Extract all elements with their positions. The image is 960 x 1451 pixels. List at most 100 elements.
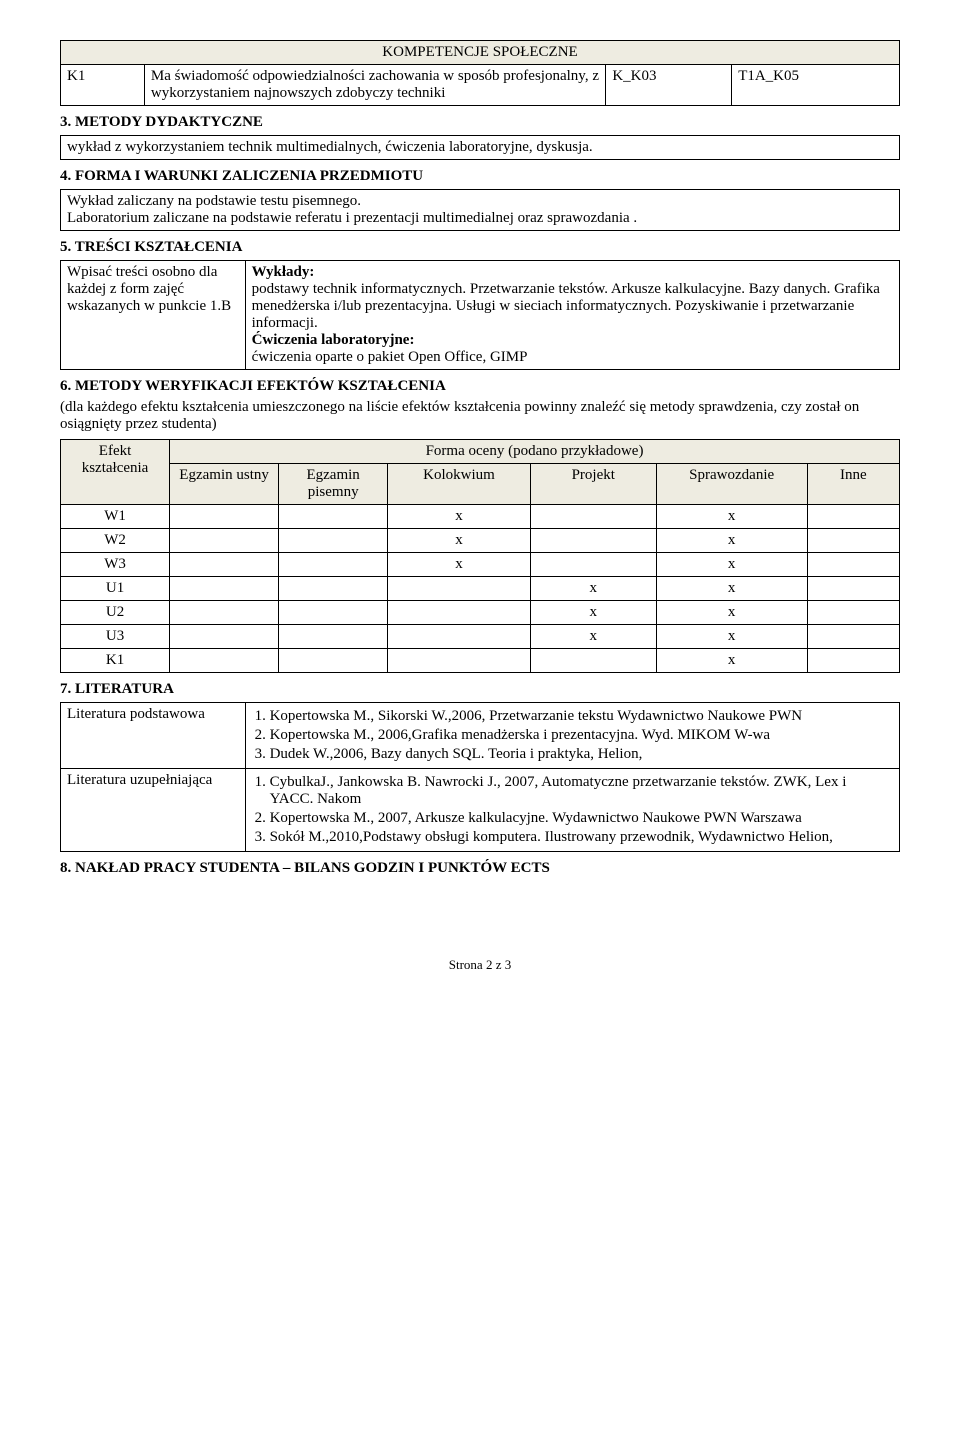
cell — [807, 505, 899, 529]
kompetencje-row: K1 Ma świadomość odpowiedzialności zacho… — [61, 65, 900, 106]
cell — [170, 505, 279, 529]
cell — [807, 553, 899, 577]
sec6-title: 6. METODY WERYFIKACJI EFEKTÓW KSZTAŁCENI… — [60, 378, 900, 395]
sec6-note: (dla każdego efektu kształcenia umieszcz… — [60, 399, 900, 433]
sec7-table: Literatura podstawowa Kopertowska M., Si… — [60, 702, 900, 852]
cell: x — [388, 505, 531, 529]
cell: x — [656, 649, 807, 673]
cell: x — [656, 625, 807, 649]
lit-item: CybulkaJ., Jankowska B. Nawrocki J., 200… — [270, 774, 893, 808]
col-c2: Egzamin pisemny — [279, 464, 388, 505]
cell — [170, 649, 279, 673]
cell — [170, 529, 279, 553]
col-c3: Kolokwium — [388, 464, 531, 505]
cell: x — [388, 553, 531, 577]
cell — [807, 649, 899, 673]
k-ref1: K_K03 — [606, 65, 732, 106]
sec8-title: 8. NAKŁAD PRACY STUDENTA – BILANS GODZIN… — [60, 860, 900, 877]
col-c1: Egzamin ustny — [170, 464, 279, 505]
lit-item: Kopertowska M., Sikorski W.,2006, Przetw… — [270, 708, 893, 725]
sec5-title: 5. TREŚCI KSZTAŁCENIA — [60, 239, 900, 256]
lit-podst-cell: Kopertowska M., Sikorski W.,2006, Przetw… — [245, 703, 899, 769]
cell — [279, 553, 388, 577]
cell: x — [656, 553, 807, 577]
cell — [279, 505, 388, 529]
cell — [170, 601, 279, 625]
table-row: U1 x x — [61, 577, 900, 601]
lit-item: Sokół M.,2010,Podstawy obsługi komputera… — [270, 829, 893, 846]
lit-podst-label: Literatura podstawowa — [61, 703, 246, 769]
cell — [388, 649, 531, 673]
cell — [170, 577, 279, 601]
cell — [170, 553, 279, 577]
cwiczenia-label: Ćwiczenia laboratoryjne: — [252, 332, 415, 348]
page-footer: Strona 2 z 3 — [60, 957, 900, 973]
k-ref2: T1A_K05 — [732, 65, 900, 106]
table-row: W3 x x — [61, 553, 900, 577]
k-desc: Ma świadomość odpowiedzialności zachowan… — [144, 65, 605, 106]
sec4-table: Wykład zaliczany na podstawie testu pise… — [60, 189, 900, 231]
cell: x — [530, 601, 656, 625]
wyklady-label: Wykłady: — [252, 264, 315, 280]
row-name: W1 — [61, 505, 170, 529]
cell — [530, 553, 656, 577]
lit-item: Dudek W.,2006, Bazy danych SQL. Teoria i… — [270, 746, 893, 763]
cell: x — [530, 625, 656, 649]
cell — [530, 505, 656, 529]
table-row: U2 x x — [61, 601, 900, 625]
row-name: W2 — [61, 529, 170, 553]
table-row: K1 x — [61, 649, 900, 673]
row-name: W3 — [61, 553, 170, 577]
sec5-left: Wpisać treści osobno dla każdej z form z… — [61, 261, 246, 370]
kompetencje-table: KOMPETENCJE SPOŁECZNE K1 Ma świadomość o… — [60, 40, 900, 106]
table-row: W1 x x — [61, 505, 900, 529]
sec3-text: wykład z wykorzystaniem technik multimed… — [61, 136, 900, 160]
sec4-cell: Wykład zaliczany na podstawie testu pise… — [61, 190, 900, 231]
lit-uzup-label: Literatura uzupełniająca — [61, 769, 246, 852]
cell — [530, 529, 656, 553]
cell: x — [388, 529, 531, 553]
row-name: U2 — [61, 601, 170, 625]
lit-item: Kopertowska M., 2007, Arkusze kalkulacyj… — [270, 810, 893, 827]
cell — [279, 649, 388, 673]
cell — [807, 601, 899, 625]
sec3-table: wykład z wykorzystaniem technik multimed… — [60, 135, 900, 160]
wyklady-text: podstawy technik informatycznych. Przetw… — [252, 281, 880, 331]
col-efekt: Efekt kształcenia — [61, 440, 170, 505]
cell — [279, 529, 388, 553]
sec4-line1: Wykład zaliczany na podstawie testu pise… — [67, 193, 361, 209]
table-row: W2 x x — [61, 529, 900, 553]
table-row: U3 x x — [61, 625, 900, 649]
col-c4: Projekt — [530, 464, 656, 505]
cell — [279, 577, 388, 601]
sec4-line2: Laboratorium zaliczane na podstawie refe… — [67, 210, 637, 226]
lit-item: Kopertowska M., 2006,Grafika menadżerska… — [270, 727, 893, 744]
cell — [388, 601, 531, 625]
cell: x — [656, 529, 807, 553]
sec7-title: 7. LITERATURA — [60, 681, 900, 698]
cell — [807, 577, 899, 601]
col-forma: Forma oceny (podano przykładowe) — [170, 440, 900, 464]
cell — [530, 649, 656, 673]
cell: x — [656, 505, 807, 529]
row-name: U1 — [61, 577, 170, 601]
sec5-right: Wykłady: podstawy technik informatycznyc… — [245, 261, 899, 370]
cell — [279, 625, 388, 649]
k-code: K1 — [61, 65, 145, 106]
sec5-table: Wpisać treści osobno dla każdej z form z… — [60, 260, 900, 370]
kompetencje-header: KOMPETENCJE SPOŁECZNE — [61, 41, 900, 65]
cell — [170, 625, 279, 649]
col-c5: Sprawozdanie — [656, 464, 807, 505]
lit-uzup-cell: CybulkaJ., Jankowska B. Nawrocki J., 200… — [245, 769, 899, 852]
cell: x — [656, 601, 807, 625]
sec6-table: Efekt kształcenia Forma oceny (podano pr… — [60, 439, 900, 673]
col-c6: Inne — [807, 464, 899, 505]
row-name: U3 — [61, 625, 170, 649]
sec3-title: 3. METODY DYDAKTYCZNE — [60, 114, 900, 131]
cell: x — [530, 577, 656, 601]
cell — [388, 577, 531, 601]
sec4-title: 4. FORMA I WARUNKI ZALICZENIA PRZEDMIOTU — [60, 168, 900, 185]
cell — [807, 529, 899, 553]
cwiczenia-text: ćwiczenia oparte o pakiet Open Office, G… — [252, 349, 528, 365]
cell — [279, 601, 388, 625]
